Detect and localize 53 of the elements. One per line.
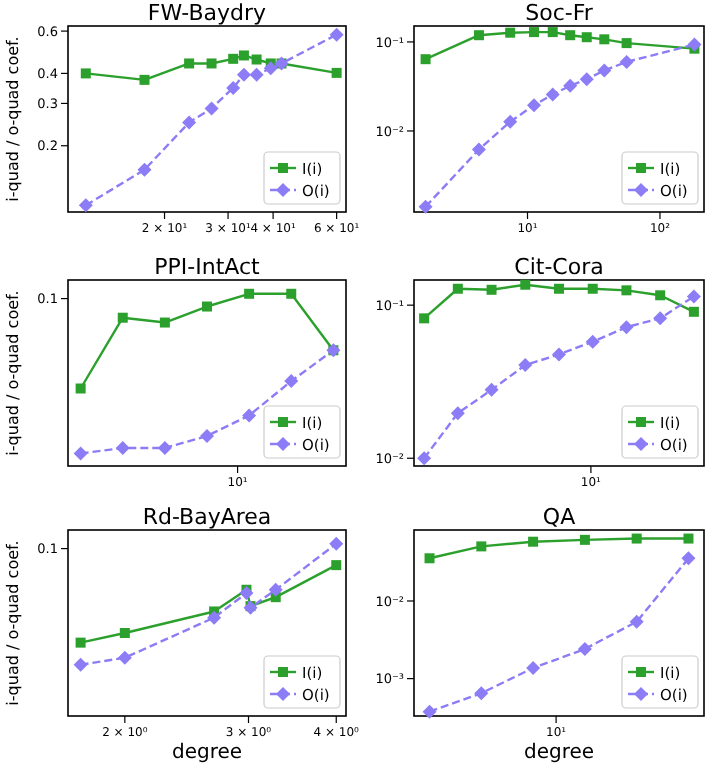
point [683,533,694,544]
point [686,289,701,304]
y-axis-title: i-quad / o-quad coef. [4,36,22,202]
point [419,313,430,324]
chart-title: QA [542,504,577,530]
y-axis-title: i-quad / o-quad coef. [4,540,22,706]
point [117,312,128,323]
point [585,334,600,349]
point [688,306,699,317]
point [587,283,598,294]
chart-title: Soc-Fr [525,0,594,26]
chart-title: FW-Baydry [147,0,268,26]
chart-title: Rd-BayArea [142,504,272,530]
chart-title: Cit-Cora [514,254,604,280]
point [621,285,632,296]
point [75,383,86,394]
point [526,661,541,676]
point [579,534,590,545]
point [115,441,130,456]
point [242,408,257,423]
point [629,614,644,629]
point [200,429,214,444]
point [619,320,634,335]
point [476,541,487,552]
point [450,406,465,421]
point [528,536,539,547]
point [655,290,666,301]
point [424,553,435,564]
point [486,284,497,295]
chart-title: PPI-IntAct [154,254,262,280]
point [653,311,668,326]
point [157,440,172,455]
y-axis-title: i-quad / o-quad coef. [4,290,22,456]
point [244,288,255,299]
x-axis-title: degree [171,742,243,764]
point [552,347,566,362]
point [518,358,533,373]
point [159,317,170,328]
point [474,686,489,701]
point [681,551,696,566]
point [73,446,88,461]
x-axis-title: degree [523,742,595,764]
point [286,288,297,299]
point [202,301,212,312]
point [284,374,299,389]
point [422,704,437,719]
point [484,382,499,397]
point [631,533,642,544]
point [520,279,531,290]
point [554,283,564,294]
point [577,641,592,656]
point [452,283,463,294]
point [417,451,432,466]
